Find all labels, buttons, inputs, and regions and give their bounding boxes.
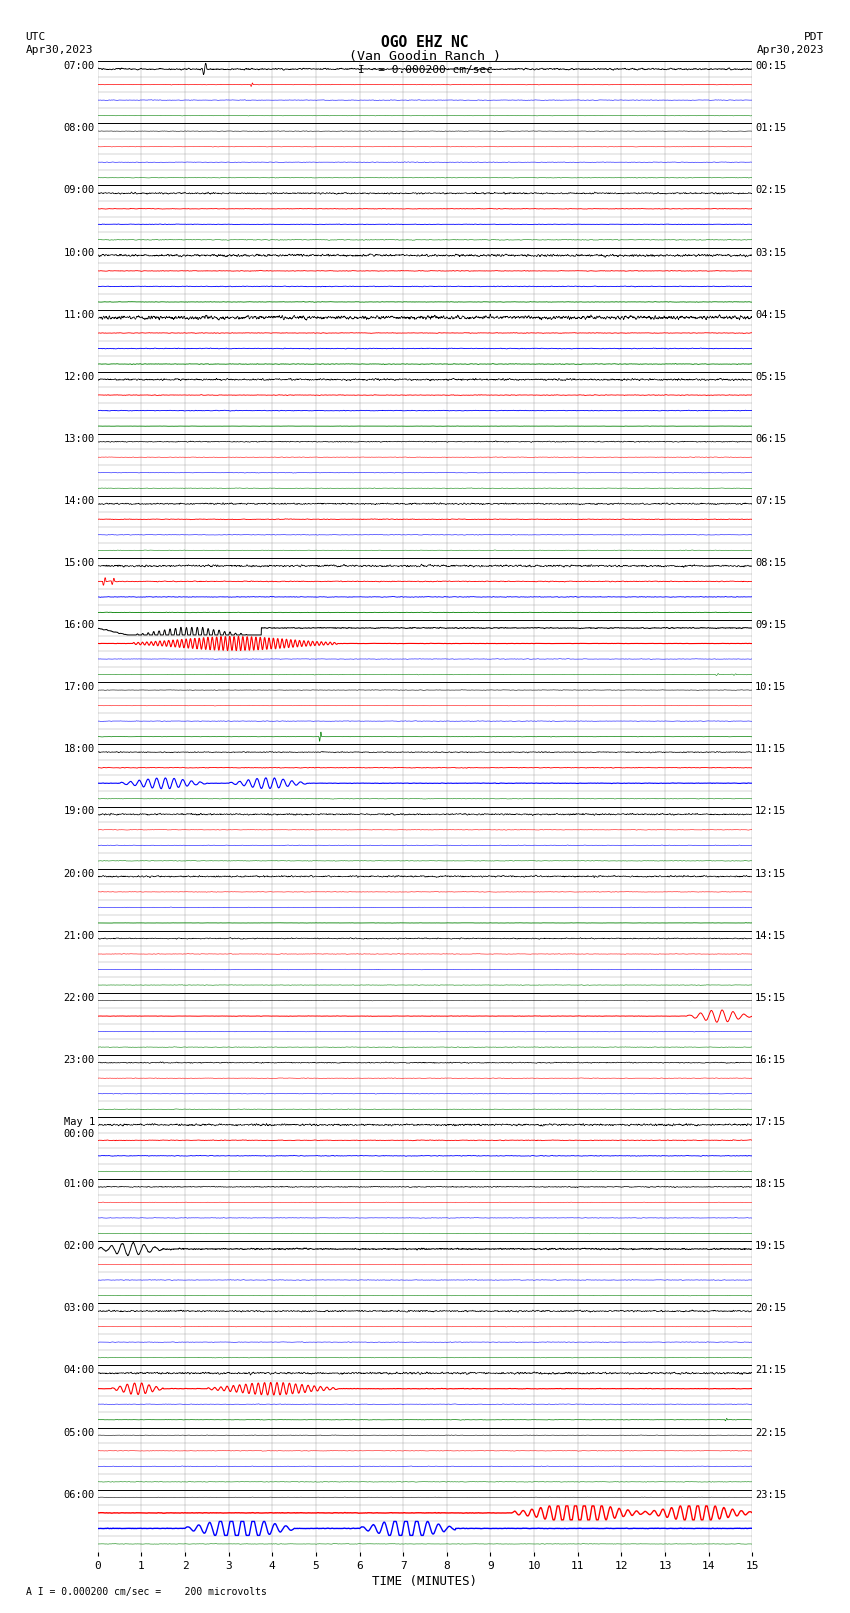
Text: (Van Goodin Ranch ): (Van Goodin Ranch ) [349,50,501,63]
Text: OGO EHZ NC: OGO EHZ NC [382,35,468,50]
Text: A I = 0.000200 cm/sec =    200 microvolts: A I = 0.000200 cm/sec = 200 microvolts [26,1587,266,1597]
Text: I  = 0.000200 cm/sec: I = 0.000200 cm/sec [358,65,492,74]
X-axis label: TIME (MINUTES): TIME (MINUTES) [372,1574,478,1587]
Text: PDT: PDT [804,32,824,42]
Text: Apr30,2023: Apr30,2023 [26,45,93,55]
Text: Apr30,2023: Apr30,2023 [757,45,824,55]
Text: UTC: UTC [26,32,46,42]
